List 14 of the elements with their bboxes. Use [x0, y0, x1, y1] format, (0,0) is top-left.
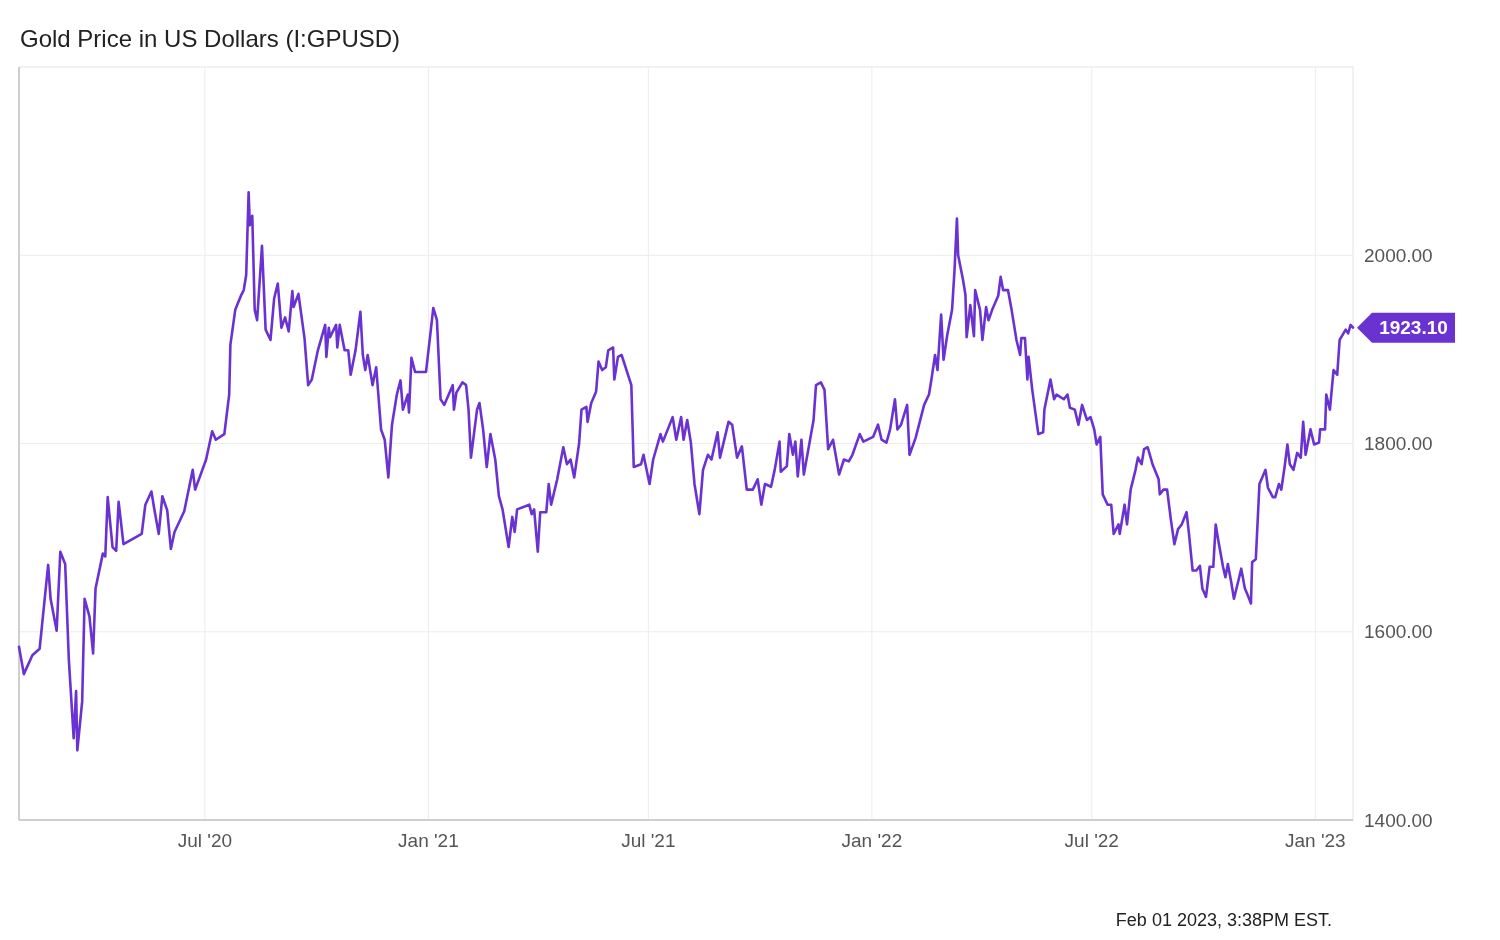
- x-tick-label: Jan '21: [398, 830, 459, 851]
- y-tick-label: 1600.00: [1364, 621, 1433, 643]
- annotation: 1923.10: [1379, 317, 1448, 339]
- x-tick-label: Jul '21: [621, 830, 676, 851]
- y-tick-label: 1800.00: [1364, 433, 1433, 455]
- y-tick-label: 2000.00: [1364, 244, 1433, 266]
- x-tick-label: Jan '23: [1284, 830, 1346, 851]
- x-tick-label: Jul '20: [177, 830, 233, 851]
- line-series: [17, 190, 1355, 752]
- y-tick-label: 1400.00: [1364, 809, 1433, 831]
- chart-title: Gold Price in US Dollars (I:GPUSD): [20, 25, 401, 52]
- x-tick-label: Jan '22: [841, 830, 903, 851]
- x-tick-label: Jul '22: [1064, 830, 1119, 851]
- text: Feb 01 2023, 3:38PM EST.: [1115, 910, 1332, 930]
